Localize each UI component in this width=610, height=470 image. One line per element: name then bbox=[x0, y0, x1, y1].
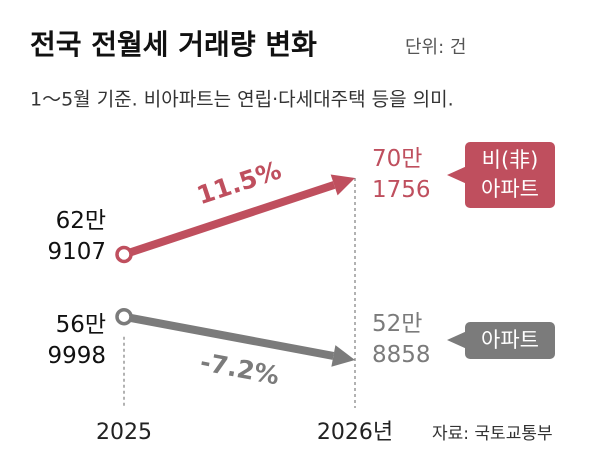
legend-pointer bbox=[447, 166, 467, 184]
arrow-head bbox=[331, 345, 355, 367]
value-label: 52만 8858 bbox=[372, 311, 431, 368]
legend-entry: 비(非) 아파트 bbox=[465, 142, 555, 208]
slope-line bbox=[122, 181, 336, 259]
point bbox=[115, 245, 133, 264]
legend-entry: 아파트 bbox=[465, 321, 555, 359]
value-label: 62만 9107 bbox=[47, 208, 106, 266]
x-tick-label: 2025 bbox=[96, 420, 152, 445]
subtitle: 1～5월 기준. 비아파트는 연립·다세대주택 등을 의미. bbox=[30, 89, 454, 111]
chart-title: 전국 전월세 거래량 변화 bbox=[30, 28, 317, 61]
change-label: -7.2% bbox=[198, 347, 282, 390]
point bbox=[115, 307, 133, 326]
slope-line bbox=[123, 312, 335, 360]
source: 자료: 국토교통부 bbox=[432, 424, 553, 444]
value-label: 56만 9998 bbox=[47, 311, 106, 369]
x-tick-label: 2026년 bbox=[317, 420, 393, 445]
value-label: 70만 1756 bbox=[372, 146, 431, 203]
unit: 단위: 건 bbox=[405, 37, 466, 58]
arrow-head bbox=[330, 174, 355, 196]
legend-pointer bbox=[447, 331, 467, 349]
